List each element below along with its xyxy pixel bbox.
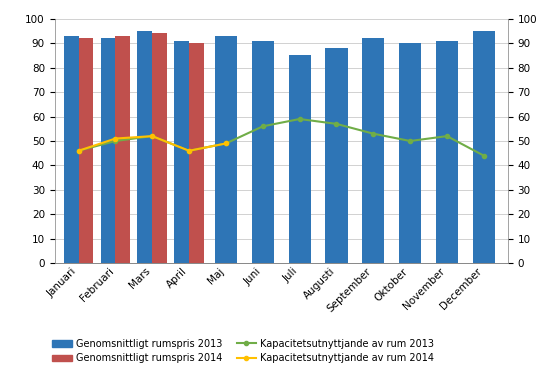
Bar bbox=[138, 31, 152, 263]
Bar bbox=[252, 41, 274, 263]
Bar bbox=[100, 38, 115, 263]
Bar bbox=[288, 55, 311, 263]
Bar bbox=[215, 36, 237, 263]
Legend: Genomsnittligt rumspris 2013, Genomsnittligt rumspris 2014, Kapacitetsutnyttjand: Genomsnittligt rumspris 2013, Genomsnitt… bbox=[49, 335, 438, 367]
Bar bbox=[115, 36, 130, 263]
Bar bbox=[174, 41, 189, 263]
Bar bbox=[473, 31, 495, 263]
Bar bbox=[399, 43, 421, 263]
Bar bbox=[189, 43, 204, 263]
Bar bbox=[64, 36, 79, 263]
Bar bbox=[325, 48, 347, 263]
Bar bbox=[79, 38, 93, 263]
Bar bbox=[362, 38, 384, 263]
Bar bbox=[152, 33, 167, 263]
Bar bbox=[436, 41, 458, 263]
